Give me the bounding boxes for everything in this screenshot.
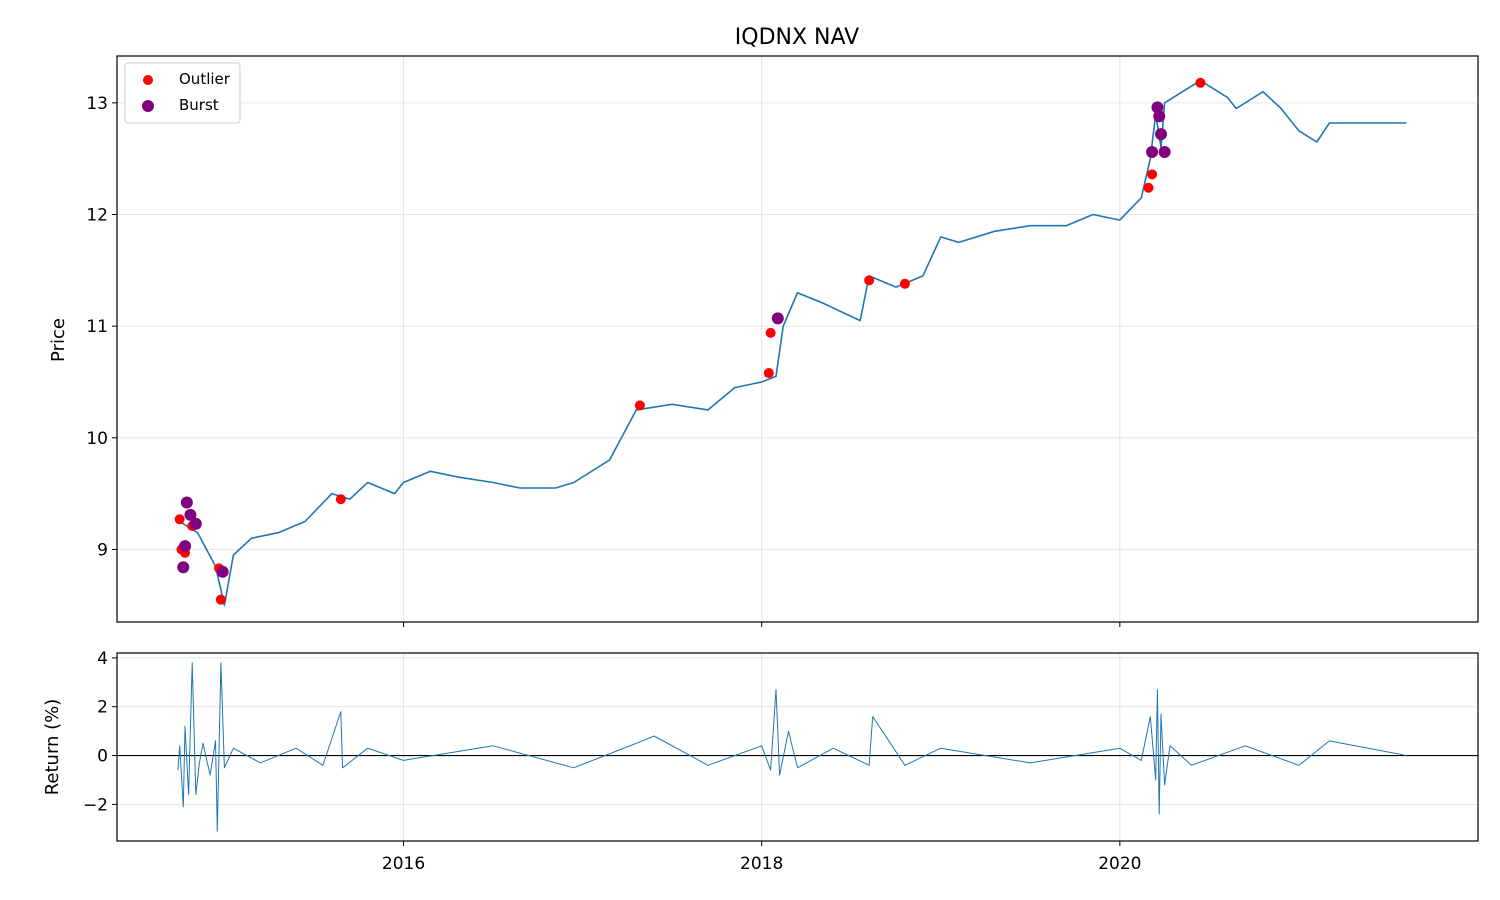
- scatter-point-outlier: [1147, 169, 1158, 180]
- scatter-point-outlier: [174, 514, 185, 525]
- scatter-point-burst: [177, 561, 190, 574]
- y-tick-label: 2: [97, 698, 108, 718]
- legend-box: [124, 62, 241, 124]
- legend: Outlier Burst: [124, 62, 241, 124]
- y-tick-label: 12: [86, 206, 108, 226]
- x-tick-label: 2020: [1098, 854, 1141, 874]
- scatter-point-outlier: [864, 275, 875, 286]
- scatter-point-burst: [1155, 128, 1168, 141]
- scatter-point-burst: [179, 540, 192, 553]
- chart-title: IQDNX NAV: [735, 25, 859, 50]
- scatter-point-burst: [1158, 146, 1171, 159]
- scatter-point-outlier: [899, 278, 910, 289]
- scatter-point-outlier: [335, 494, 346, 505]
- legend-outlier-marker: [143, 75, 153, 85]
- scatter-point-burst: [184, 508, 197, 521]
- scatter-point-outlier: [634, 400, 645, 411]
- y-tick-label: 10: [86, 429, 108, 449]
- y-tick-label: 13: [86, 94, 108, 114]
- y-tick-label: 0: [97, 747, 108, 767]
- legend-burst-label: Burst: [179, 96, 219, 114]
- scatter-point-burst: [1146, 146, 1159, 159]
- scatter-point-burst: [1151, 101, 1164, 114]
- x-tick-label: 2018: [740, 854, 783, 874]
- y-tick-label: 4: [97, 649, 108, 669]
- return-series-line: [177, 662, 1407, 832]
- nav-series-line: [179, 79, 1407, 607]
- plot-frame: [116, 652, 1479, 842]
- scatter-point-outlier: [1143, 182, 1154, 193]
- scatter-point-burst: [1153, 110, 1166, 123]
- legend-burst-marker: [142, 100, 154, 112]
- scatter-point-burst: [189, 517, 202, 530]
- plot-frame: [116, 55, 1479, 623]
- y-tick-label: −2: [83, 795, 108, 815]
- price-plot: 9 10 11 12 13: [86, 55, 1479, 627]
- scatter-point-burst: [771, 312, 784, 325]
- scatter-point-outlier: [763, 368, 774, 379]
- scatter-point-burst: [180, 496, 193, 509]
- legend-outlier-label: Outlier: [179, 70, 231, 88]
- return-axis-label: Return (%): [42, 699, 63, 796]
- scatter-point-outlier: [1195, 77, 1206, 88]
- scatter-point-outlier: [765, 327, 776, 338]
- price-axis-label: Price: [48, 318, 69, 362]
- y-tick-label: 11: [86, 317, 108, 337]
- scatter-point-outlier: [215, 594, 226, 605]
- return-plot: −2 0 2 4 2016 2018 2020: [83, 649, 1479, 874]
- x-tick-label: 2016: [382, 854, 425, 874]
- scatter-point-burst: [216, 565, 229, 578]
- y-tick-label: 9: [97, 540, 108, 560]
